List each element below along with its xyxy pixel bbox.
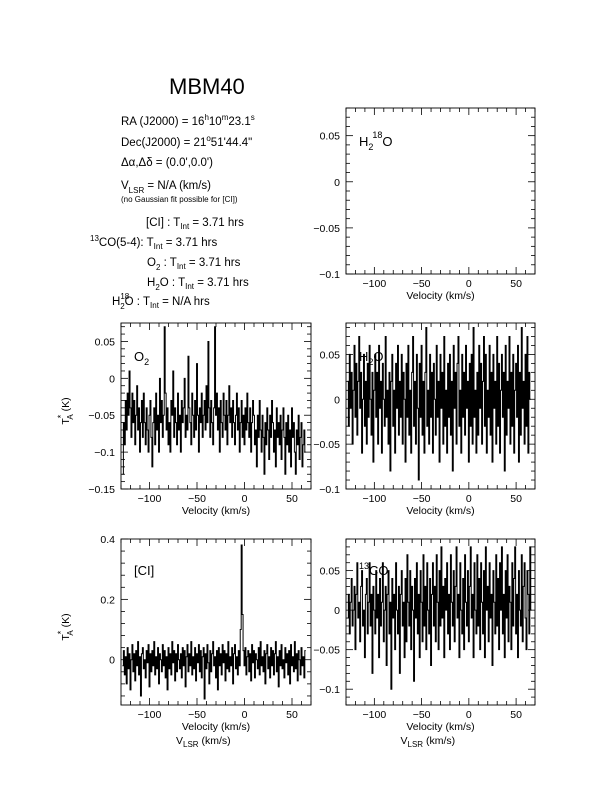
x-tick-label: 50 [510,709,522,721]
x-tick-label: −100 [363,278,387,290]
panel-13co: −100 −50 0 50 0.05 0 −0.05 −0.1 Velocity (km/s) V… [313,538,536,749]
x-axis-label: Velocity (km/s) [182,721,250,733]
vlsr-axis-label: VLSR (km/s) [176,735,231,749]
y-tick-label: 0.05 [320,566,341,578]
y-axis-label: T*A (K) [56,397,75,424]
y-tick-label: 0.05 [320,349,341,361]
spectrum-line-o2 [122,326,306,475]
x-axis-label: Velocity (km/s) [406,505,474,517]
panel-h2o: −100 −50 0 50 0.05 0 −0.05 −0.1 Velocity (km/s) H… [313,322,536,517]
y-tick-label: 0 [109,655,115,667]
y-tick-label: −0.05 [313,439,340,451]
spectrum-line-ci [122,544,306,700]
x-tick-label: −100 [363,493,387,505]
y-tick-label: 0.05 [320,131,341,143]
tint-row: O2 : TInt = 3.71 hrs [147,257,241,272]
x-tick-label: 50 [510,278,522,290]
panel-h2o18: −100 −50 0 50 0.05 0 −0.05 −0.1 Velocity (km/s) H… [313,107,536,302]
gaussian-note: (no Gaussian fit possible for [CI]) [121,195,238,204]
panel-o2: −100 −50 0 50 0.05 0 −0.05 −0.1 −0.15 Velocity (k… [56,322,312,517]
spectrum-line-13co [347,546,532,690]
y-tick-label: 0.4 [100,534,115,546]
page-title: MBM40 [169,74,245,99]
y-tick-label: −0.1 [319,684,340,696]
panel-label-ci: [CI] [134,563,154,578]
x-axis-label: Velocity (km/s) [406,290,474,302]
dec-line: Dec(J2000) = 21o51'44.4" [121,134,252,149]
y-tick-label: 0.05 [95,336,116,348]
y-tick-label: −0.1 [319,269,340,281]
y-tick-label: −0.05 [313,645,340,657]
x-tick-label: −50 [413,493,431,505]
x-tick-label: 0 [466,493,472,505]
tint-row: 13CO(5-4): TInt = 3.71 hrs [90,234,217,251]
x-axis-label: Velocity (km/s) [406,721,474,733]
x-tick-label: −100 [363,709,387,721]
y-tick-label: −0.1 [94,447,115,459]
tint-row: H18 2O : TInt = N/A hrs [112,292,210,311]
y-tick-label: −0.05 [313,223,340,235]
x-axis-label: Velocity (km/s) [182,505,250,517]
y-tick-label: −0.1 [319,484,340,496]
x-tick-label: 0 [242,493,248,505]
panel-label-h2o: H2O [359,349,384,367]
y-tick-label: −0.15 [88,484,115,496]
panel-label-o2: O2 [134,349,149,367]
x-tick-label: 50 [286,709,298,721]
panel-label-h2o18: H218O [359,130,393,152]
spectrum-line-h2o [347,326,531,481]
observation-info: RA (J2000) = 16h10m23.1s Dec(J2000) = 21… [90,113,255,311]
y-tick-label: 0 [334,394,340,406]
y-axis-label: T*A (K) [56,613,75,640]
y-tick-label: 0.2 [100,594,115,606]
y-tick-label: 0 [334,605,340,617]
x-tick-label: −50 [188,709,206,721]
integration-times: [CI] : TInt = 3.71 hrs 13CO(5-4): TInt = … [90,217,249,311]
y-tick-label: −0.05 [88,410,115,422]
panel-label-13co: 13CO [359,561,389,578]
x-tick-label: −100 [138,709,162,721]
x-tick-label: −50 [413,709,431,721]
tint-row: [CI] : TInt = 3.71 hrs [146,217,244,231]
x-tick-label: 0 [466,709,472,721]
vlsr-axis-label: VLSR (km/s) [401,735,456,749]
x-tick-label: 0 [466,278,472,290]
ra-line: RA (J2000) = 16h10m23.1s [121,113,255,128]
spectra-panels: −100 −50 0 50 0.05 0 −0.05 −0.1 Velocity (km/s) H… [56,107,536,749]
tint-row: H2O : TInt = 3.71 hrs [147,277,249,292]
x-tick-label: −50 [413,278,431,290]
y-tick-label: 0 [109,373,115,385]
x-tick-label: −100 [138,493,162,505]
x-tick-label: 0 [242,709,248,721]
vlsr-line: VLSR = N/A (km/s) [121,180,211,195]
x-tick-label: −50 [188,493,206,505]
y-tick-label: 0 [334,177,340,189]
offset-line: Δα,Δδ = (0.0',0.0') [121,157,213,169]
x-tick-label: 50 [286,493,298,505]
x-tick-label: 50 [510,493,522,505]
